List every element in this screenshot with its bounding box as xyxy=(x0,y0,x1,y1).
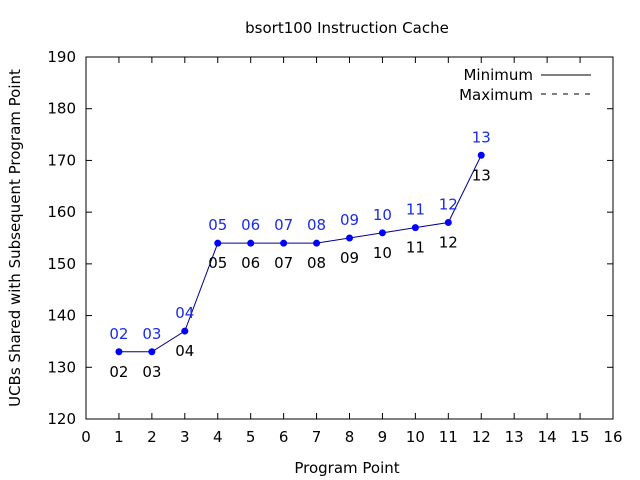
axis-ticks: 0 1 2 3 4 5 6 7 8 9 10 11 12 13 14 15 161201301401501601… xyxy=(47,48,622,446)
point-label-above: 13 xyxy=(472,128,491,146)
x-tick-label: 12 xyxy=(472,428,491,446)
point-label-above: 03 xyxy=(142,325,161,343)
legend: Minimum Maximum xyxy=(459,66,591,104)
point-label-above: 10 xyxy=(373,206,392,224)
point-label-below: 07 xyxy=(274,254,293,272)
y-tick-label: 160 xyxy=(47,203,76,221)
y-tick-label: 120 xyxy=(47,410,76,428)
data-point xyxy=(346,234,353,242)
x-tick-label: 7 xyxy=(312,428,322,446)
y-tick-label: 190 xyxy=(47,48,76,66)
data-point xyxy=(214,239,222,247)
chart-title: bsort100 Instruction Cache xyxy=(245,19,449,37)
point-label-below: 02 xyxy=(109,363,128,381)
legend-label-minimum: Minimum xyxy=(463,66,533,84)
point-label-below: 08 xyxy=(307,254,326,272)
x-tick-label: 0 xyxy=(81,428,91,446)
x-tick-label: 16 xyxy=(603,428,622,446)
data-point xyxy=(115,348,123,356)
x-tick-label: 2 xyxy=(147,428,157,446)
point-label-above: 02 xyxy=(109,325,128,343)
data-point xyxy=(280,239,288,247)
data-point xyxy=(247,239,255,247)
data-point xyxy=(411,224,419,232)
y-tick-label: 140 xyxy=(47,307,76,325)
point-label-below: 13 xyxy=(472,166,491,184)
series-group xyxy=(115,151,485,356)
x-tick-label: 6 xyxy=(279,428,289,446)
x-tick-label: 13 xyxy=(505,428,524,446)
legend-label-maximum: Maximum xyxy=(459,86,533,104)
y-tick-label: 180 xyxy=(47,100,76,118)
point-label-below: 05 xyxy=(208,254,227,272)
point-label-below: 06 xyxy=(241,254,260,272)
point-label-below: 10 xyxy=(373,244,392,262)
point-label-above: 04 xyxy=(175,304,194,322)
x-tick-label: 9 xyxy=(378,428,388,446)
point-label-below: 11 xyxy=(406,239,425,257)
data-point xyxy=(378,229,386,237)
point-label-above: 05 xyxy=(208,216,227,234)
x-tick-label: 15 xyxy=(571,428,590,446)
data-point xyxy=(313,239,321,247)
y-tick-label: 150 xyxy=(47,255,76,273)
data-point xyxy=(181,327,189,335)
x-tick-label: 5 xyxy=(246,428,256,446)
y-axis-label: UCBs Shared with Subsequent Program Poin… xyxy=(6,69,24,407)
x-tick-label: 4 xyxy=(213,428,223,446)
x-tick-label: 8 xyxy=(345,428,355,446)
point-label-above: 07 xyxy=(274,216,293,234)
y-tick-label: 130 xyxy=(47,358,76,376)
point-label-below: 03 xyxy=(142,363,161,381)
point-label-above: 11 xyxy=(406,201,425,219)
x-tick-label: 1 xyxy=(114,428,124,446)
point-label-above: 08 xyxy=(307,216,326,234)
point-label-above: 09 xyxy=(340,211,359,229)
data-point xyxy=(148,348,156,356)
point-label-below: 04 xyxy=(175,342,194,360)
point-label-below: 09 xyxy=(340,249,359,267)
y-tick-label: 170 xyxy=(47,151,76,169)
x-axis-label: Program Point xyxy=(294,459,399,477)
series-line-minimum xyxy=(118,155,482,353)
point-labels: 02 02 03 03 04 04 05 05 06 06 07 07 08 08 09 09 10 10 11 11… xyxy=(109,128,490,381)
x-tick-label: 14 xyxy=(538,428,557,446)
x-tick-label: 10 xyxy=(406,428,425,446)
data-point xyxy=(444,218,452,226)
point-label-above: 06 xyxy=(241,216,260,234)
x-tick-label: 11 xyxy=(439,428,458,446)
point-label-below: 12 xyxy=(439,233,458,251)
data-point xyxy=(477,151,485,159)
x-tick-label: 3 xyxy=(180,428,190,446)
point-label-above: 12 xyxy=(439,195,458,213)
